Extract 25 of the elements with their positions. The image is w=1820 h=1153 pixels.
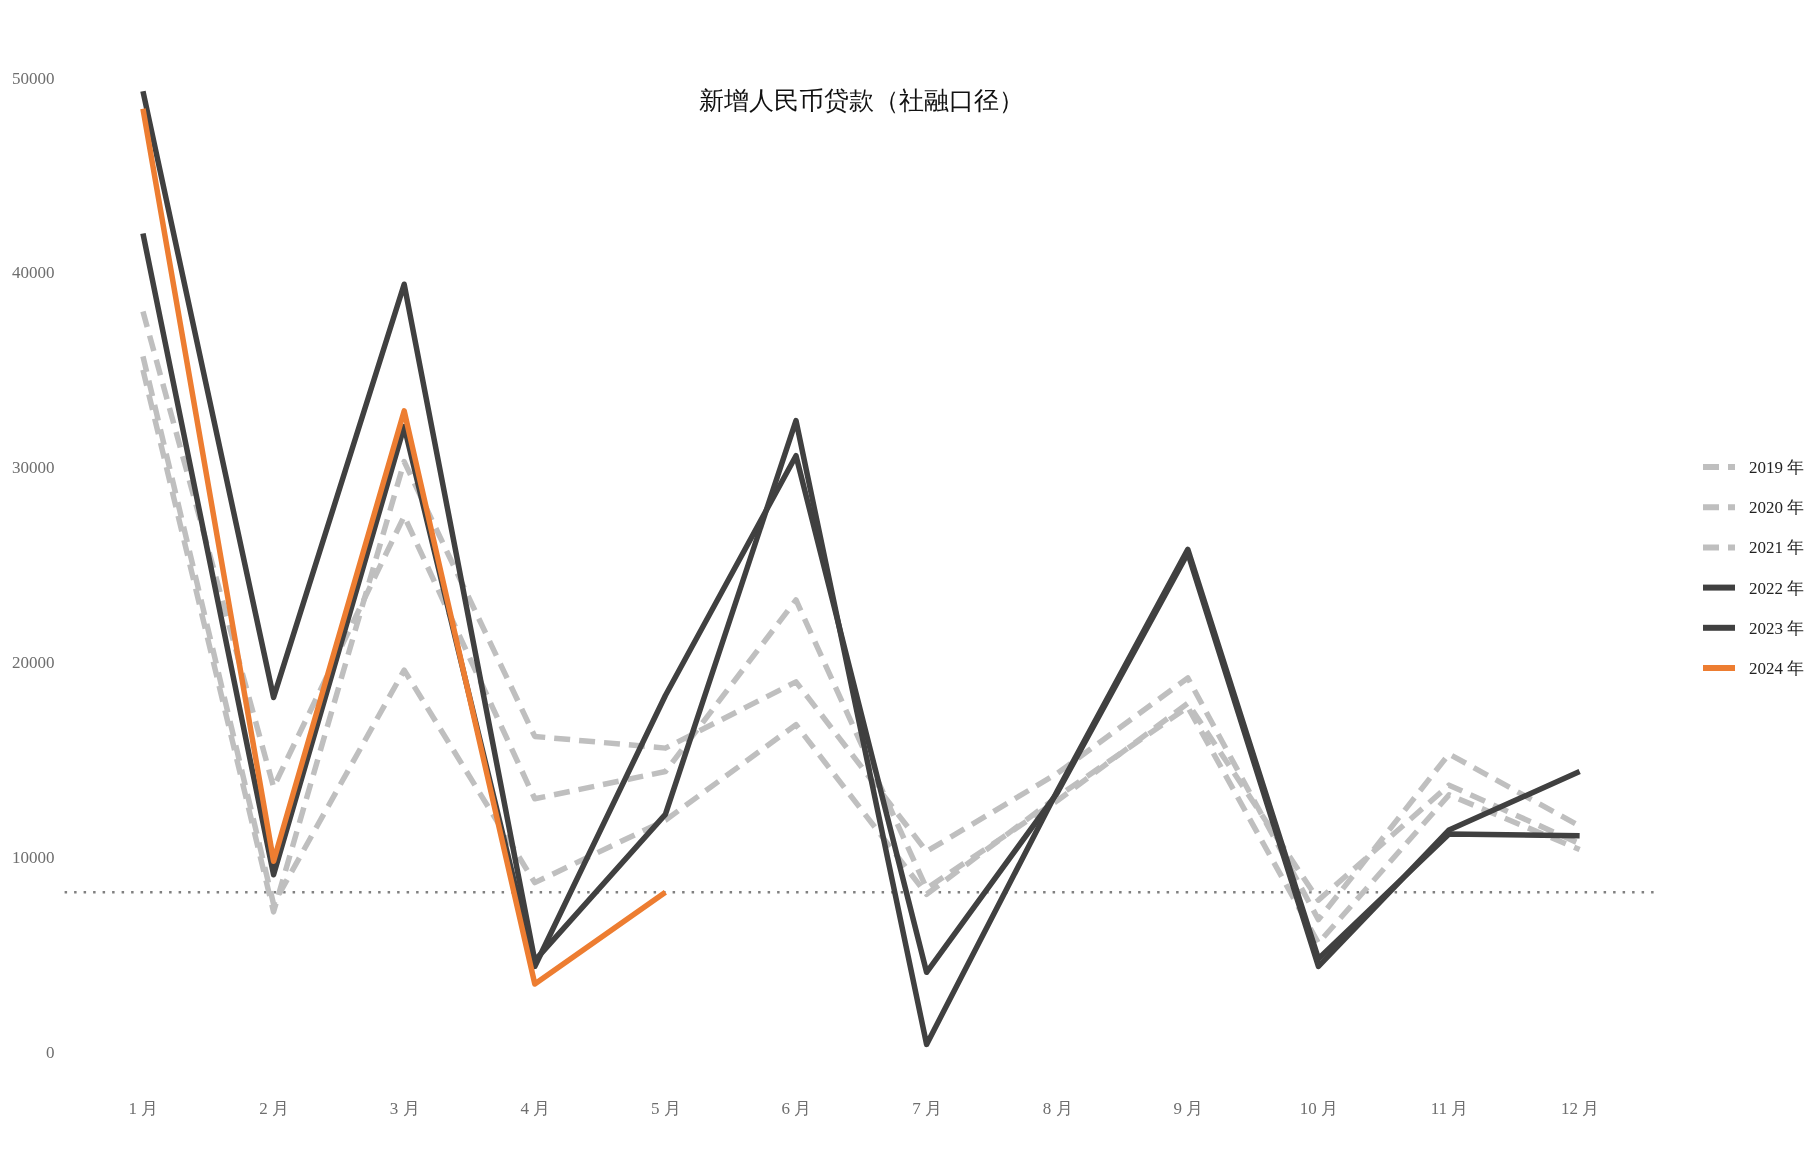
legend-label: 2020 年	[1749, 498, 1805, 518]
y-tick-label: 20000	[12, 653, 55, 673]
y-tick-label: 40000	[12, 263, 55, 283]
x-tick-label: 1 月	[128, 1099, 159, 1119]
y-tick-label: 0	[46, 1043, 55, 1063]
x-tick-label: 9 月	[1173, 1099, 1204, 1119]
y-tick-label: 30000	[12, 458, 55, 478]
legend-label: 2021 年	[1749, 538, 1805, 558]
x-tick-label: 4 月	[520, 1099, 551, 1119]
legend-label: 2024 年	[1749, 658, 1805, 678]
chart-title: 新增人民币贷款（社融口径）	[698, 87, 1024, 114]
x-tick-label: 5 月	[651, 1099, 681, 1119]
x-tick-label: 7 月	[912, 1099, 942, 1119]
y-tick-label: 10000	[12, 848, 55, 868]
x-tick-label: 11 月	[1430, 1099, 1469, 1119]
y-tick-label: 50000	[12, 68, 55, 88]
x-tick-label: 8 月	[1042, 1099, 1073, 1119]
x-tick-label: 3 月	[389, 1099, 420, 1119]
legend-label: 2023 年	[1749, 618, 1805, 638]
x-tick-label: 2 月	[259, 1099, 289, 1119]
legend-label: 2022 年	[1749, 578, 1805, 598]
x-tick-label: 6 月	[781, 1099, 812, 1119]
legend-label: 2019 年	[1749, 457, 1805, 477]
x-tick-label: 12 月	[1561, 1099, 1600, 1119]
x-tick-label: 10 月	[1299, 1099, 1339, 1119]
